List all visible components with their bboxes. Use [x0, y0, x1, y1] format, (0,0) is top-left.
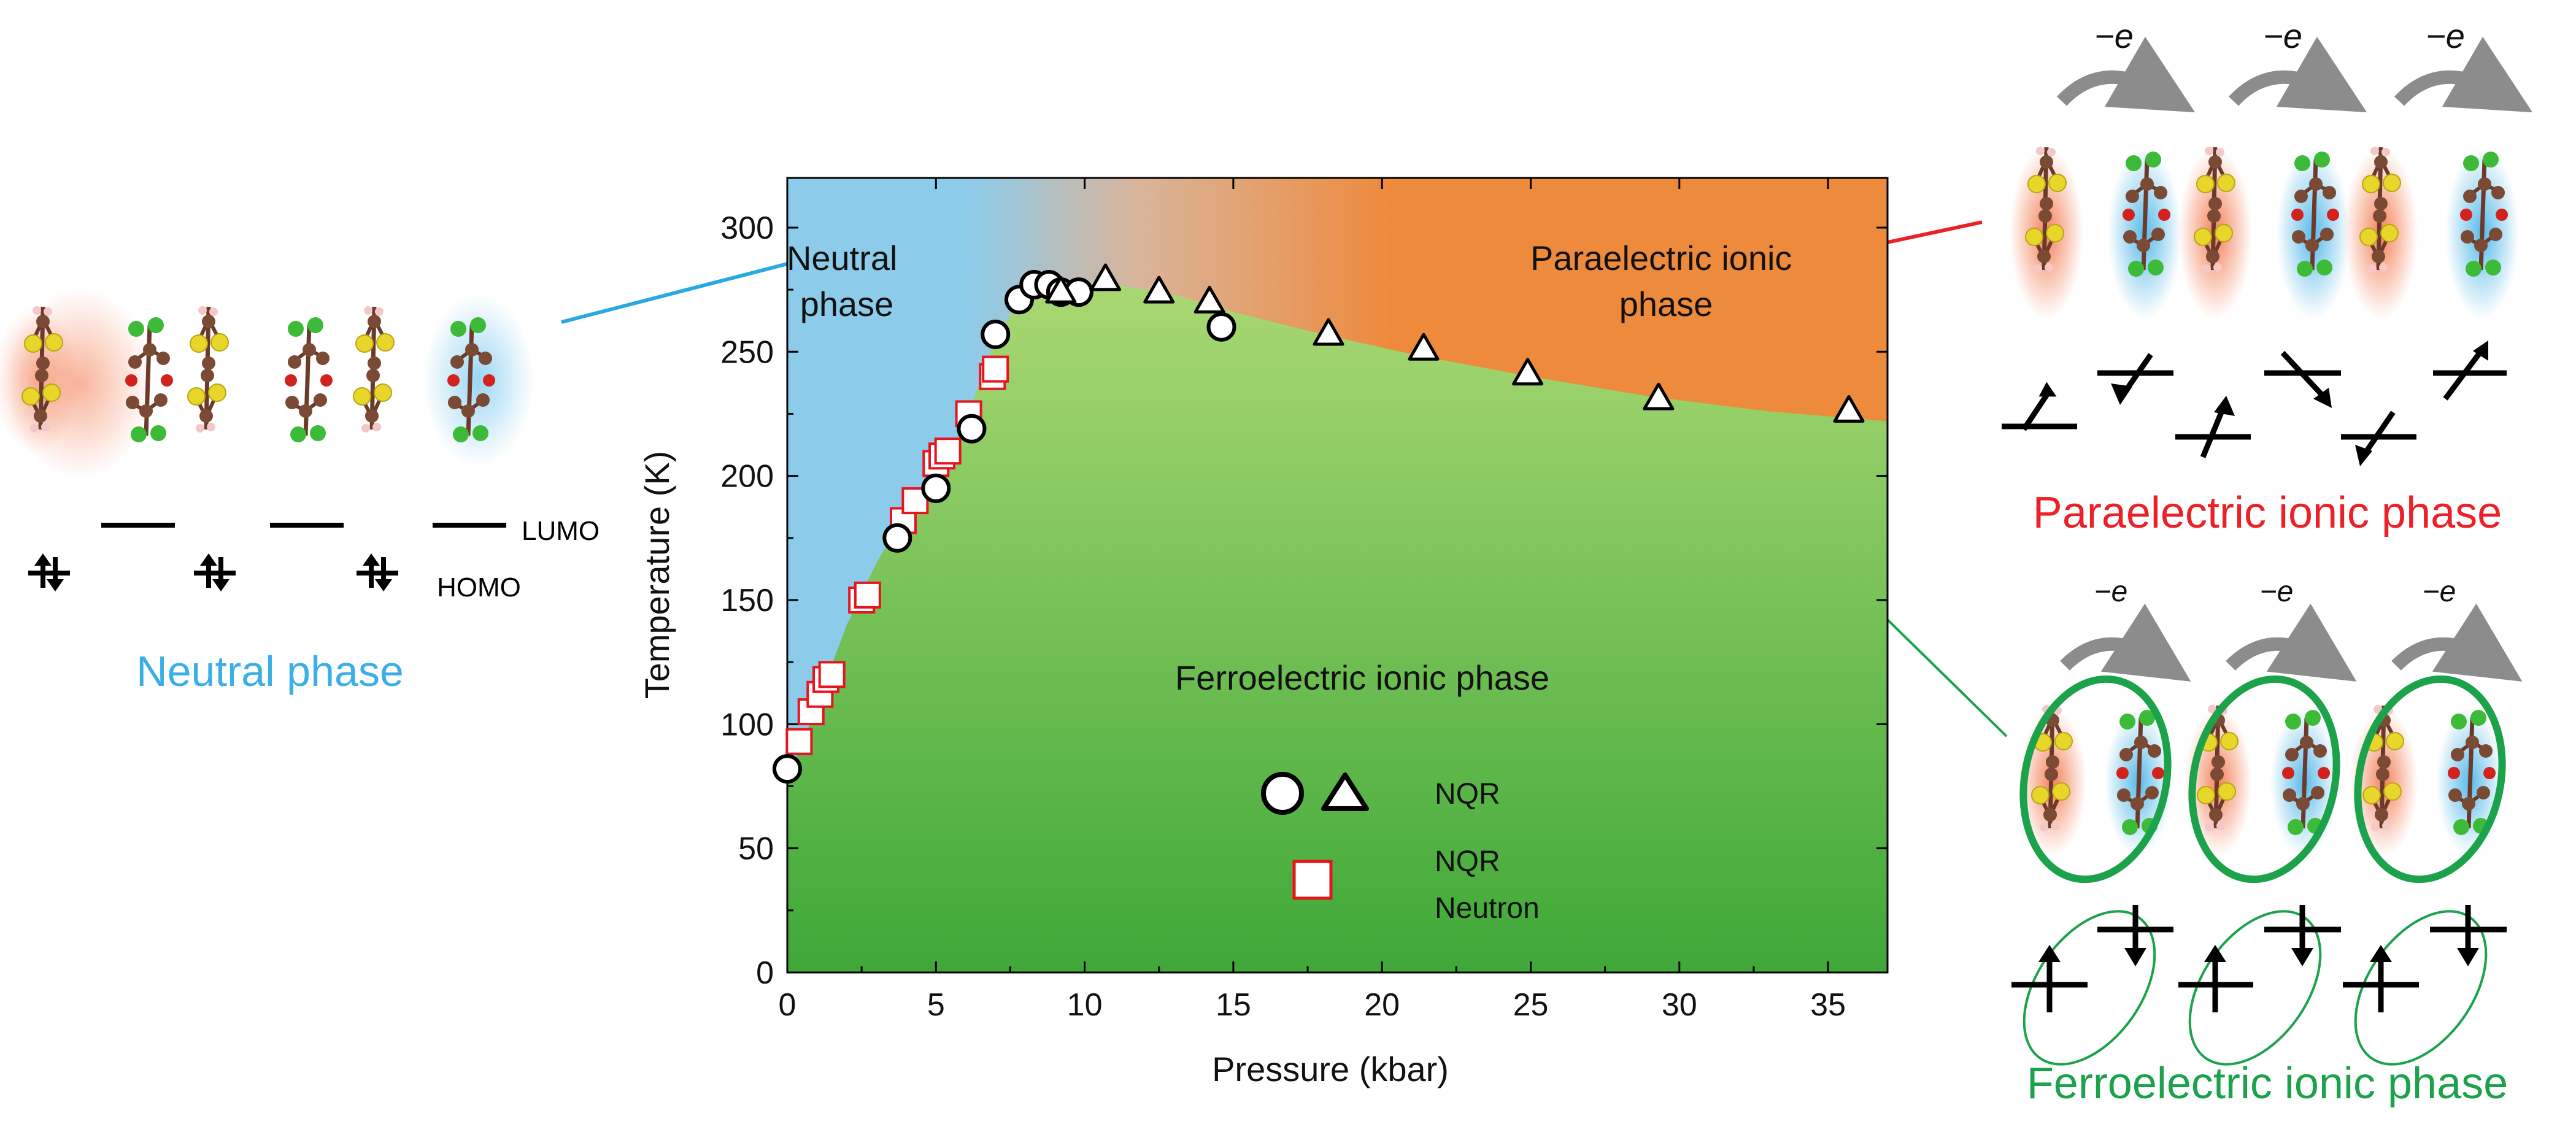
- nqr-triangle-point: [1090, 263, 1122, 291]
- transfer-label: −e: [2426, 17, 2465, 55]
- nqr-circle-point: [981, 319, 1011, 349]
- y-tick-label: 300: [720, 210, 774, 246]
- ferroelectric-transfer-arrows: [2060, 603, 2523, 682]
- nqr-neutron-point: [982, 355, 1009, 383]
- x-tick-label: 15: [1216, 987, 1251, 1023]
- nqr-triangle-point: [1194, 285, 1225, 314]
- ferroelectric-phase-caption: Ferroelectric ionic phase: [2027, 1059, 2508, 1108]
- neutral-molecule-stack: [0, 295, 534, 466]
- dimer-ellipse: [2354, 675, 2506, 884]
- legend: NQR NQR Neutron: [1261, 772, 1540, 925]
- electron-transfer-arrow: [2394, 36, 2533, 113]
- phase-diagram: 0 5 10 15 20 25 30 35 0 50 100 150 200 250 300 Neutral…: [638, 177, 1889, 1088]
- y-tick-label: 100: [720, 707, 774, 742]
- x-tick-label: 25: [1513, 987, 1549, 1023]
- y-axis-label: Temperature (K): [638, 451, 676, 699]
- ferroelectric-region-label: Ferroelectric ionic phase: [1175, 658, 1549, 697]
- left-panel: LUMO HOMO Neutral phase: [0, 288, 600, 695]
- nqr-neutron-point: [785, 728, 813, 755]
- neutral-region-label: Neutral phase: [787, 239, 907, 323]
- transfer-label: −e: [2263, 17, 2302, 55]
- plot-frame: [786, 177, 1889, 974]
- x-tick-label: 10: [1067, 987, 1103, 1023]
- x-tick-label: 35: [1810, 987, 1846, 1023]
- nqr-triangle-point: [1408, 333, 1440, 361]
- x-tick-label: 20: [1364, 987, 1400, 1023]
- x-tick-label: 0: [779, 987, 796, 1023]
- y-tick-label: 200: [720, 459, 774, 495]
- y-tick-label: 0: [756, 955, 774, 991]
- legend-nqr-label: NQR: [1435, 778, 1500, 810]
- paraelectric-region-label: Paraelectric ionic phase: [1530, 239, 1802, 323]
- nqr-triangle-point: [1833, 395, 1865, 423]
- right-top-panel: −e −e −e: [2002, 17, 2533, 537]
- nqr-neutron-point: [818, 661, 846, 688]
- y-tick-label: 50: [738, 831, 774, 867]
- data-markers: [773, 263, 1865, 784]
- lumo-label: LUMO: [522, 516, 600, 546]
- neutral-phase-caption: Neutral phase: [136, 647, 404, 695]
- nqr-triangle-point: [1045, 275, 1077, 304]
- y-tick-label: 250: [720, 334, 774, 370]
- x-tick-label: 30: [1662, 987, 1697, 1023]
- legend-nqr-neutron-label: NQR Neutron: [1435, 845, 1540, 925]
- y-tick-label: 150: [720, 583, 774, 618]
- legend-entry-nqr-neutron: NQR Neutron: [1292, 845, 1540, 925]
- axes: 0 5 10 15 20 25 30 35 0 50 100 150 200 250 300: [720, 178, 1888, 1023]
- dimer-ellipse: [2188, 675, 2340, 884]
- nqr-circle-point: [957, 414, 987, 444]
- ferroelectric-transfer-labels: −e −e −e: [2094, 576, 2456, 608]
- transfer-label: −e: [2423, 576, 2456, 608]
- right-bottom-panel: −e −e −e: [2011, 576, 2523, 1108]
- nqr-triangle-point: [1512, 358, 1544, 386]
- dimer-ellipse: [2019, 675, 2172, 884]
- connector-neutral: [561, 262, 788, 324]
- nqr-circle-point: [773, 754, 802, 784]
- legend-circle-marker: [1261, 772, 1304, 815]
- paraelectric-molecule-stack: [2010, 147, 2519, 319]
- connector-ferroelectric: [1886, 618, 2008, 737]
- transfer-label: −e: [2094, 576, 2128, 608]
- electron-transfer-arrow: [2056, 36, 2196, 113]
- paraelectric-phase-caption: Paraelectric ionic phase: [2033, 488, 2502, 537]
- electron-transfer-arrow: [2228, 36, 2367, 113]
- nqr-neutron-point: [934, 437, 962, 465]
- electron-transfer-arrow: [2226, 603, 2357, 682]
- legend-entry-nqr: NQR: [1261, 772, 1500, 815]
- electron-transfer-arrow: [2391, 603, 2523, 682]
- ferroelectric-spin-diagram: [2011, 905, 2507, 1066]
- nqr-triangle-point: [1313, 318, 1344, 346]
- neutral-region: [787, 178, 1055, 972]
- transfer-label: −e: [2260, 576, 2294, 608]
- ferroelectric-region: [787, 282, 1888, 972]
- nqr-circle-point: [1206, 312, 1236, 342]
- nqr-triangle-point: [1643, 382, 1675, 410]
- paraelectric-spin-diagram: [2002, 341, 2507, 466]
- electron-transfer-arrow: [2060, 603, 2191, 682]
- paraelectric-transfer-arrows: [2056, 36, 2533, 113]
- nqr-circle-point: [921, 473, 951, 503]
- legend-square-marker: [1292, 860, 1333, 900]
- neutral-orbital-diagram: LUMO HOMO: [28, 516, 600, 603]
- legend-triangle-marker: [1321, 772, 1369, 811]
- nqr-circle-point: [882, 523, 912, 553]
- ferroelectric-molecule-stack: [2019, 675, 2506, 884]
- connector-paraelectric: [1887, 220, 1983, 244]
- nqr-triangle-point: [1143, 275, 1175, 304]
- paraelectric-transfer-labels: −e −e −e: [2094, 17, 2465, 55]
- x-tick-label: 5: [927, 987, 945, 1023]
- x-axis-label: Pressure (kbar): [1212, 1050, 1449, 1088]
- transfer-label: −e: [2094, 17, 2134, 55]
- homo-label: HOMO: [437, 572, 521, 603]
- nqr-neutron-point: [854, 581, 881, 609]
